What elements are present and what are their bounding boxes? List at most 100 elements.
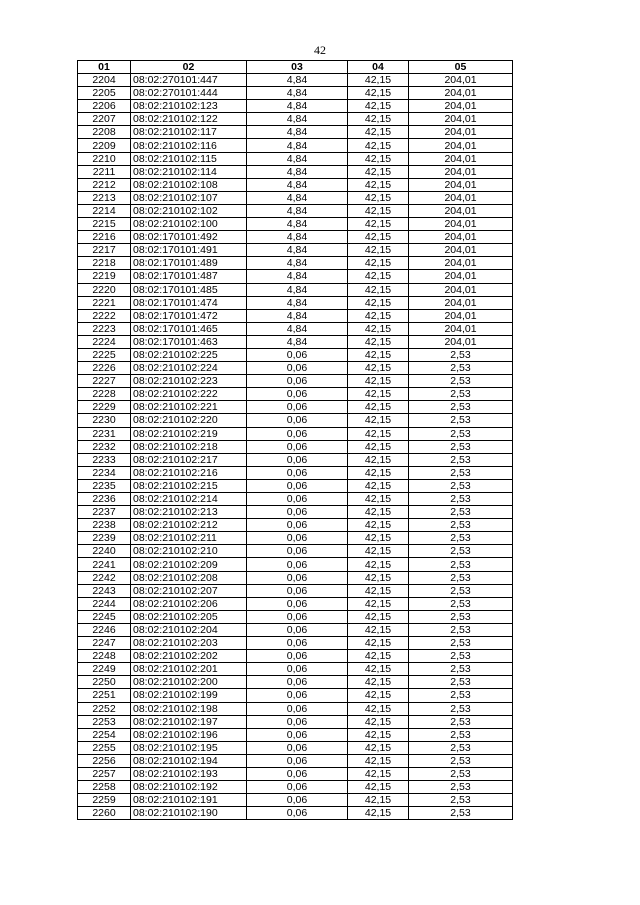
table-row: 2216 08:02:170101:492 4,84 42,15 204,01 (77, 230, 513, 245)
table-cell: 204,01 (408, 243, 513, 258)
table-row: 2222 08:02:170101:472 4,84 42,15 204,01 (77, 308, 513, 323)
table-row: 2215 08:02:210102:100 4,84 42,15 204,01 (77, 217, 513, 232)
table-cell: 08:02:210102:191 (130, 793, 247, 808)
table-row: 2225 08:02:210102:225 0,06 42,15 2,53 (77, 347, 513, 363)
table-cell: 2,53 (408, 361, 513, 376)
table-row: 2241 08:02:210102:209 0,06 42,15 2,53 (77, 557, 513, 572)
table-cell: 0,06 (246, 596, 348, 611)
table-cell: 42,15 (347, 413, 409, 428)
table-row: 2252 08:02:210102:198 0,06 42,15 2,53 (77, 701, 513, 716)
table-row: 2251 08:02:210102:199 0,06 42,15 2,53 (77, 688, 513, 703)
table-cell: 2256 (77, 753, 131, 768)
table-cell: 08:02:170101:489 (130, 256, 247, 271)
table-cell: 08:02:210102:209 (130, 557, 247, 572)
table-cell: 0,06 (246, 478, 348, 494)
table-row: 2237 08:02:210102:213 0,06 42,15 2,53 (77, 505, 513, 520)
table-cell: 2,53 (408, 583, 513, 598)
table-cell: 4,84 (246, 334, 348, 349)
table-cell: 08:02:210102:205 (130, 609, 247, 624)
table-cell: 2,53 (408, 478, 513, 494)
table-cell: 4,84 (246, 72, 348, 88)
table-cell: 2260 (77, 806, 131, 821)
table-cell: 42,15 (347, 753, 409, 768)
table-cell: 0,06 (246, 649, 348, 664)
table-cell: 0,06 (246, 727, 348, 742)
table-cell: 2223 (77, 321, 131, 336)
table-cell: 42,15 (347, 112, 409, 127)
table-row: 2228 08:02:210102:222 0,06 42,15 2,53 (77, 387, 513, 402)
table-cell: 0,06 (246, 806, 348, 821)
table-cell: 0,06 (246, 570, 348, 585)
table-cell: 0,06 (246, 505, 348, 520)
table-cell: 08:02:210102:208 (130, 570, 247, 585)
table-cell: 42,15 (347, 374, 409, 389)
table-row: 2259 08:02:210102:191 0,06 42,15 2,53 (77, 793, 513, 808)
table-cell: 08:02:270101:447 (130, 72, 247, 88)
table-cell: 2,53 (408, 544, 513, 559)
table-cell: 2,53 (408, 714, 513, 729)
table-row: 2253 08:02:210102:197 0,06 42,15 2,53 (77, 714, 513, 729)
column-header: 02 (130, 60, 247, 74)
table-cell: 42,15 (347, 766, 409, 782)
table-cell: 08:02:210102:219 (130, 426, 247, 441)
table-cell: 204,01 (408, 269, 513, 284)
table-row: 2224 08:02:170101:463 4,84 42,15 204,01 (77, 334, 513, 349)
table-cell: 0,06 (246, 413, 348, 428)
table-cell: 08:02:210102:116 (130, 138, 247, 153)
table-cell: 2224 (77, 334, 131, 349)
table-cell: 2242 (77, 570, 131, 585)
table-cell: 08:02:210102:216 (130, 465, 247, 480)
data-table: 01 02 03 04 05 2204 08:02:270101:447 4,84 4… (77, 60, 513, 821)
table-cell: 2225 (77, 347, 131, 363)
table-cell: 2,53 (408, 596, 513, 611)
table-cell: 2236 (77, 491, 131, 507)
table-cell: 2230 (77, 413, 131, 428)
table-cell: 42,15 (347, 531, 409, 546)
table-cell: 2253 (77, 714, 131, 729)
table-cell: 2246 (77, 622, 131, 638)
table-cell: 2,53 (408, 675, 513, 690)
table-cell: 2222 (77, 308, 131, 323)
table-cell: 2,53 (408, 688, 513, 703)
table-cell: 42,15 (347, 583, 409, 598)
table-row: 2219 08:02:170101:487 4,84 42,15 204,01 (77, 269, 513, 284)
table-cell: 2,53 (408, 465, 513, 480)
table-cell: 2209 (77, 138, 131, 153)
table-cell: 42,15 (347, 151, 409, 166)
table-cell: 0,06 (246, 557, 348, 572)
table-cell: 42,15 (347, 334, 409, 349)
table-row: 2255 08:02:210102:195 0,06 42,15 2,53 (77, 740, 513, 755)
table-cell: 08:02:210102:218 (130, 439, 247, 454)
table-row: 2249 08:02:210102:201 0,06 42,15 2,53 (77, 662, 513, 677)
table-cell: 42,15 (347, 544, 409, 559)
table-cell: 2207 (77, 112, 131, 127)
table-cell: 2211 (77, 164, 131, 179)
table-cell: 08:02:210102:203 (130, 636, 247, 651)
table-cell: 42,15 (347, 465, 409, 480)
table-cell: 2,53 (408, 400, 513, 415)
table-cell: 4,84 (246, 177, 348, 192)
table-cell: 42,15 (347, 217, 409, 232)
table-row: 2240 08:02:210102:210 0,06 42,15 2,53 (77, 544, 513, 559)
table-cell: 2,53 (408, 387, 513, 402)
table-cell: 2,53 (408, 347, 513, 363)
table-cell: 08:02:210102:225 (130, 347, 247, 363)
table-cell: 204,01 (408, 217, 513, 232)
table-cell: 4,84 (246, 86, 348, 101)
table-cell: 42,15 (347, 793, 409, 808)
table-cell: 0,06 (246, 675, 348, 690)
table-row: 2208 08:02:210102:117 4,84 42,15 204,01 (77, 125, 513, 140)
table-cell: 0,06 (246, 439, 348, 454)
table-cell: 08:02:210102:213 (130, 505, 247, 520)
table-cell: 0,06 (246, 793, 348, 808)
table-cell: 42,15 (347, 557, 409, 572)
table-cell: 42,15 (347, 243, 409, 258)
table-row: 2234 08:02:210102:216 0,06 42,15 2,53 (77, 465, 513, 480)
table-cell: 08:02:210102:195 (130, 740, 247, 755)
table-cell: 08:02:210102:197 (130, 714, 247, 729)
table-cell: 42,15 (347, 295, 409, 310)
table-cell: 42,15 (347, 164, 409, 179)
table-cell: 2257 (77, 766, 131, 782)
table-cell: 08:02:210102:123 (130, 99, 247, 114)
table-cell: 42,15 (347, 622, 409, 638)
